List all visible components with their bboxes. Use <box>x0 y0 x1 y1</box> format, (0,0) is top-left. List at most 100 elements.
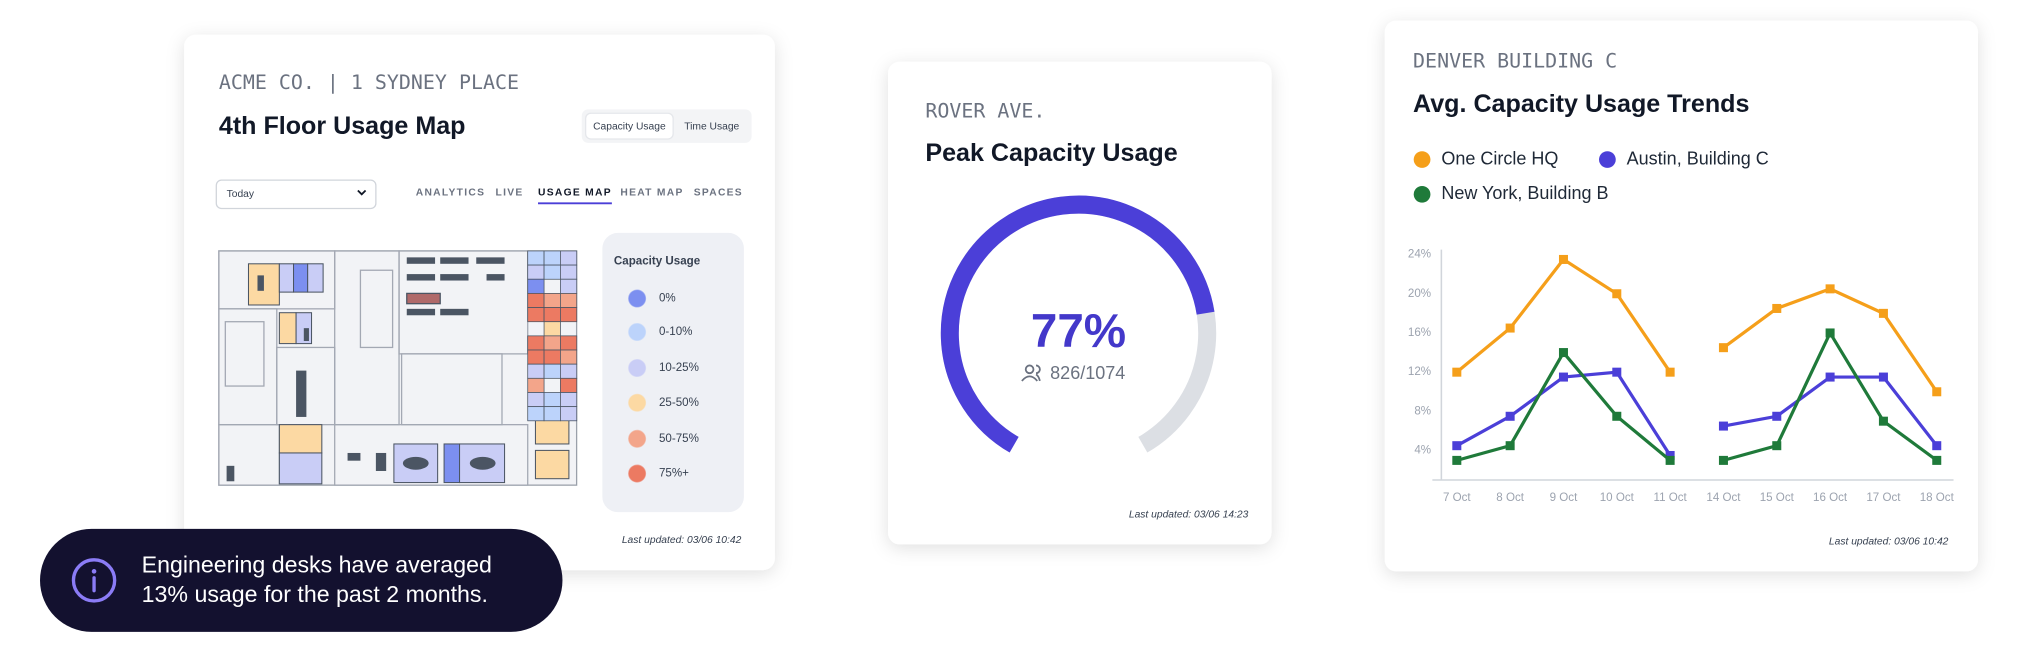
series-marker <box>1505 411 1515 421</box>
series-marker <box>1825 328 1835 338</box>
x-tick-label: 7 Oct <box>1443 492 1471 504</box>
plan-shape <box>543 307 561 323</box>
plan-shape <box>560 406 578 422</box>
plan-shape <box>560 335 578 351</box>
y-tick-label: 20% <box>1408 288 1431 300</box>
plan-shape <box>543 406 561 422</box>
toast-text: 13% usage for the past 2 months. <box>142 581 488 607</box>
series-marker <box>1878 308 1888 318</box>
plan-shape <box>440 274 469 281</box>
plan-shape <box>257 275 264 291</box>
series-marker <box>1452 455 1462 465</box>
plan-shape <box>527 335 545 351</box>
legend-label: 75%+ <box>659 468 689 480</box>
legend-swatch <box>628 289 647 308</box>
legend-swatch <box>1413 151 1431 168</box>
series-marker <box>1878 416 1888 426</box>
plan-shape <box>406 292 441 305</box>
toast <box>40 528 563 632</box>
plan-shape <box>359 269 394 349</box>
dropdown[interactable] <box>215 179 377 210</box>
toggle-option[interactable]: Time Usage <box>684 121 739 132</box>
people-icon <box>1021 364 1041 382</box>
card-title: 4th Floor Usage Map <box>219 112 466 140</box>
gauge-count: 826/1074 <box>1050 363 1125 383</box>
plan-shape <box>375 452 387 471</box>
plan-shape <box>560 307 578 323</box>
card-title: Avg. Capacity Usage Trends <box>1413 90 1749 118</box>
plan-shape <box>296 370 307 417</box>
y-tick-label: 8% <box>1414 405 1431 417</box>
legend-swatch <box>628 322 647 342</box>
y-tick-label: 24% <box>1408 249 1431 261</box>
tab[interactable]: SPACES <box>694 188 743 199</box>
plan-shape <box>560 264 578 280</box>
legend-label: Austin, Building C <box>1627 148 1769 168</box>
series-marker <box>1505 441 1515 451</box>
plan-shape <box>543 250 561 266</box>
plan-shape <box>560 278 578 294</box>
card-header: ROVER AVE. <box>925 98 1045 122</box>
tab[interactable]: ANALYTICS <box>416 188 485 199</box>
plan-shape <box>560 293 578 308</box>
plan-shape <box>527 307 545 323</box>
x-tick-label: 16 Oct <box>1813 492 1848 504</box>
series-marker <box>1932 455 1942 465</box>
series-marker <box>1718 421 1728 431</box>
chevron <box>357 189 367 196</box>
legend-swatch <box>1413 185 1431 203</box>
series-marker <box>1772 411 1782 421</box>
plan-shape <box>534 417 570 445</box>
plan-shape <box>440 308 469 316</box>
floor-plan <box>218 250 578 486</box>
x-tick-label: 11 Oct <box>1654 492 1688 504</box>
x-tick-label: 14 Oct <box>1706 492 1741 504</box>
legend-label: 0% <box>659 293 676 305</box>
legend-swatch <box>628 393 647 412</box>
plan-shape <box>560 250 578 266</box>
plan-shape <box>560 392 578 408</box>
tab[interactable]: LIVE <box>496 188 524 199</box>
plan-shape <box>278 312 297 345</box>
plan-shape <box>527 264 545 280</box>
x-tick-label: 18 Oct <box>1920 492 1955 504</box>
x-tick-label: 10 Oct <box>1600 492 1635 504</box>
plan-shape <box>226 465 235 482</box>
plan-shape <box>486 274 505 281</box>
y-tick-label: 12% <box>1408 366 1431 378</box>
card-header: DENVER BUILDING C <box>1413 48 1617 72</box>
plan-shape <box>278 452 323 485</box>
series-marker <box>1558 348 1568 358</box>
y-tick-label: 4% <box>1414 445 1431 457</box>
plan-shape <box>469 456 496 470</box>
plan-shape <box>560 349 578 365</box>
toggle-active <box>584 112 674 140</box>
toast-text: Engineering desks have averaged <box>142 551 492 577</box>
legend-label: 10-25% <box>659 362 699 374</box>
tab[interactable]: USAGE MAP <box>538 188 612 199</box>
legend-label: 0-10% <box>659 326 692 338</box>
series-marker <box>1772 303 1782 313</box>
plan-shape <box>307 263 324 293</box>
x-tick-label: 17 Oct <box>1866 492 1901 504</box>
plan-shape <box>543 349 561 365</box>
tab[interactable]: HEAT MAP <box>620 188 683 199</box>
plan-shape <box>543 392 561 408</box>
plan-shape <box>278 424 323 454</box>
legend-swatch <box>1599 151 1616 168</box>
plan-shape <box>527 406 545 422</box>
plan-shape <box>303 328 309 342</box>
x-tick-label: 9 Oct <box>1550 492 1578 504</box>
plan-shape <box>293 263 309 293</box>
series-marker <box>1718 455 1728 465</box>
plan-shape <box>443 443 461 484</box>
legend-label: One Circle HQ <box>1441 148 1558 168</box>
trend-card <box>1384 20 1978 572</box>
plan-shape <box>534 449 570 480</box>
toggle-option[interactable]: Capacity Usage <box>593 121 666 132</box>
card-title: Peak Capacity Usage <box>925 139 1177 167</box>
series-marker <box>1878 372 1888 382</box>
plan-shape <box>347 452 361 461</box>
plan-shape <box>527 250 545 266</box>
series-marker <box>1665 450 1675 460</box>
